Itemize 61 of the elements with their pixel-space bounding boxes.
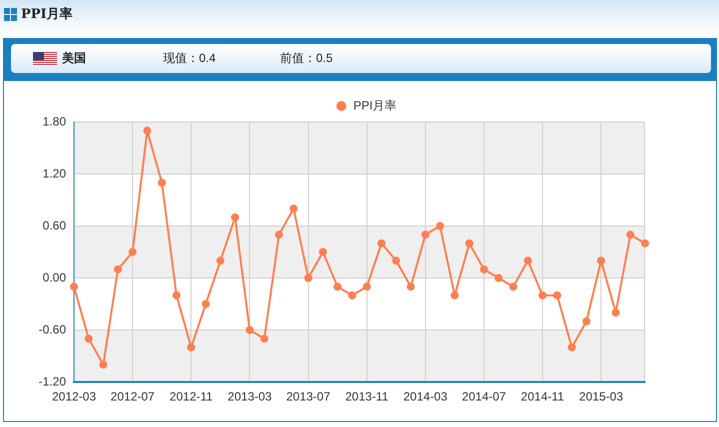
point bbox=[216, 256, 224, 265]
y-tick-label: 0.60 bbox=[42, 218, 66, 232]
text: 前值：0.5 bbox=[280, 51, 333, 66]
x-tick-label: 2014-07 bbox=[462, 390, 506, 404]
point bbox=[260, 334, 268, 343]
x-tick-label: 2014-11 bbox=[520, 390, 564, 404]
point bbox=[128, 248, 137, 256]
x-tick-label: 2015-03 bbox=[579, 390, 624, 404]
point bbox=[641, 239, 649, 248]
point bbox=[334, 282, 342, 291]
legend-label: PPI月率 bbox=[353, 98, 397, 112]
point bbox=[172, 291, 180, 300]
y-tick-label: -0.60 bbox=[38, 322, 66, 336]
point bbox=[436, 222, 444, 230]
point bbox=[538, 291, 547, 300]
point bbox=[348, 291, 356, 300]
x-tick-label: 2012-11 bbox=[170, 390, 214, 404]
point bbox=[480, 265, 488, 274]
point bbox=[568, 343, 576, 352]
point bbox=[202, 300, 210, 308]
text: 美国 bbox=[62, 51, 86, 66]
point bbox=[114, 265, 122, 274]
x-tick-label: 2013-07 bbox=[286, 390, 331, 404]
point bbox=[597, 256, 606, 265]
point bbox=[582, 317, 590, 326]
x-tick-label: 2013-03 bbox=[228, 390, 272, 404]
point bbox=[626, 230, 634, 239]
x-tick-label: 2012-07 bbox=[110, 390, 155, 404]
point bbox=[377, 239, 386, 248]
point bbox=[392, 256, 400, 265]
point bbox=[524, 256, 532, 265]
x-tick-label: 2012-03 bbox=[52, 390, 96, 404]
point bbox=[553, 291, 562, 300]
y-tick-label: -1.20 bbox=[38, 374, 66, 388]
point bbox=[70, 282, 78, 291]
point bbox=[290, 204, 298, 213]
chart-title: PPI月率 bbox=[21, 7, 73, 23]
point bbox=[158, 178, 166, 187]
point bbox=[494, 274, 503, 282]
point bbox=[246, 326, 254, 334]
point bbox=[612, 308, 620, 317]
point bbox=[421, 230, 430, 239]
y-tick-label: 1.20 bbox=[42, 166, 66, 180]
point bbox=[362, 282, 371, 291]
point bbox=[231, 213, 240, 222]
point bbox=[465, 239, 474, 248]
point bbox=[509, 282, 518, 291]
point bbox=[318, 248, 327, 256]
y-tick-label: 0.00 bbox=[42, 270, 66, 284]
point bbox=[187, 343, 196, 352]
point bbox=[274, 230, 283, 239]
point bbox=[84, 334, 93, 343]
point bbox=[304, 274, 312, 282]
x-tick-label: 2014-03 bbox=[403, 390, 448, 404]
point bbox=[143, 126, 152, 135]
point bbox=[450, 291, 459, 300]
text: 现值：0.4 bbox=[163, 51, 216, 66]
point bbox=[406, 282, 415, 291]
x-tick-label: 2013-11 bbox=[345, 390, 389, 404]
y-tick-label: 1.80 bbox=[42, 114, 66, 128]
point bbox=[99, 360, 108, 369]
